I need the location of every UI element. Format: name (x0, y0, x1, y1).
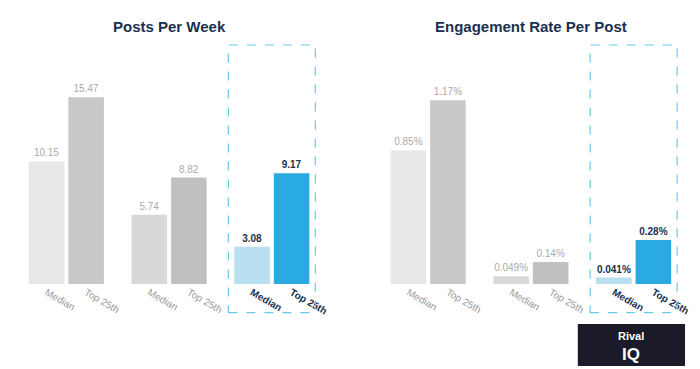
svg-text:Top 25th: Top 25th (444, 287, 483, 316)
svg-text:0.14%: 0.14% (536, 248, 564, 259)
svg-text:3.08: 3.08 (242, 233, 262, 244)
svg-text:IQ: IQ (622, 345, 640, 364)
svg-text:Median: Median (249, 287, 284, 314)
svg-text:0.28%: 0.28% (639, 226, 667, 237)
svg-text:0.049%: 0.049% (494, 262, 528, 273)
svg-text:Posts Per Week: Posts Per Week (113, 18, 226, 35)
svg-text:Median: Median (610, 287, 645, 314)
svg-text:Median: Median (508, 287, 542, 313)
svg-text:Rival: Rival (618, 330, 644, 342)
svg-text:8.82: 8.82 (179, 164, 199, 175)
svg-text:1.17%: 1.17% (434, 86, 462, 97)
svg-text:Top 25th: Top 25th (83, 287, 122, 316)
svg-text:0.85%: 0.85% (394, 136, 422, 147)
svg-text:Engagement Rate Per Post: Engagement Rate Per Post (435, 18, 627, 35)
svg-text:10.15: 10.15 (34, 147, 59, 158)
svg-text:15.47: 15.47 (73, 83, 98, 94)
svg-text:Median: Median (405, 287, 439, 313)
svg-text:9.17: 9.17 (282, 159, 302, 170)
svg-text:Median: Median (43, 287, 77, 313)
svg-text:Top 25th: Top 25th (288, 287, 329, 317)
svg-text:0.041%: 0.041% (597, 264, 631, 275)
svg-text:5.74: 5.74 (139, 201, 159, 212)
svg-text:Top 25th: Top 25th (650, 287, 691, 317)
svg-text:Top 25th: Top 25th (185, 287, 224, 316)
svg-text:Top 25th: Top 25th (547, 287, 586, 316)
svg-text:Median: Median (146, 287, 180, 313)
